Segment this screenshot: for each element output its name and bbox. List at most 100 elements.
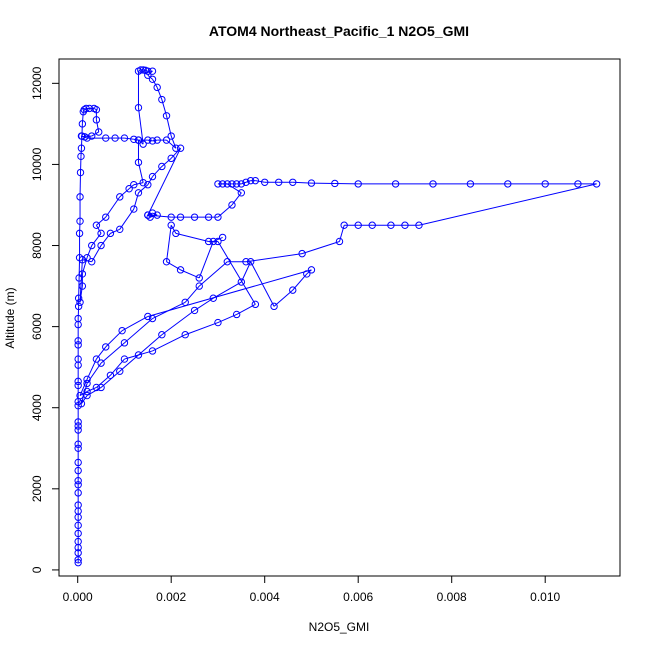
data-point [78,270,87,278]
series-line-segment [166,225,172,262]
data-point [74,537,82,546]
series-line-segment [213,281,242,299]
data-point [303,270,311,278]
series-line-segment [100,342,125,364]
series-line-segment [170,135,177,149]
data-point [148,67,157,75]
data-point [80,105,88,114]
data-point [218,233,227,242]
x-tick-label: 0.006 [343,590,373,604]
series-line-segment [152,139,158,142]
series-line-segment [166,139,177,149]
data-point [232,180,241,188]
data-point [214,180,222,188]
series-line-segment [124,318,153,344]
data-point [88,241,96,250]
data-point [354,180,362,188]
data-point [106,371,115,379]
series-line-segment [152,212,158,216]
series-line-segment [86,245,93,258]
data-point [77,399,86,408]
series-line-segment [133,138,139,141]
data-point [83,387,91,396]
y-tick-label: 10000 [30,147,44,181]
series-line-segment [156,87,163,100]
data-point [237,278,246,286]
series-line-segment [91,131,99,137]
data-point [218,180,227,188]
data-point [134,103,143,112]
data-point [120,355,129,363]
series-line-segment [124,137,134,140]
data-point [209,237,217,246]
data-point [331,179,339,188]
data-point [307,179,316,187]
data-point [102,213,110,221]
data-point [158,331,166,339]
series-line-segment [161,157,172,167]
data-point [78,256,87,264]
data-point [74,481,82,489]
series-line-segment [119,208,135,230]
series-line-segment [147,147,181,216]
series-line-segment [110,228,120,234]
data-point [130,135,138,143]
series-line-segment [86,386,97,392]
data-point [130,205,138,213]
data-point [214,318,222,327]
series-line-segment [119,188,130,198]
data-point [74,381,82,390]
y-tick-label: 4000 [30,394,44,421]
data-point [158,95,166,104]
data-point [74,466,82,475]
data-point [232,310,241,319]
data-point [251,300,260,309]
data-point [134,351,143,359]
data-point [74,337,82,345]
series-line-segment [175,232,209,242]
series-line-segment [147,214,172,218]
data-point [541,180,549,188]
series-line-segment [301,240,340,255]
series-line-segment [241,181,247,185]
data-point [74,355,82,363]
series-line-segment [95,119,100,133]
y-tick-label: 12000 [30,66,44,100]
data-point [167,154,175,163]
series-line-segment [105,196,121,218]
data-point [74,377,82,386]
data-point [78,282,87,290]
data-point [78,120,87,128]
series-line-segment [194,297,214,311]
data-point [504,180,512,188]
data-point [228,201,236,209]
data-point [83,253,91,262]
data-point [298,249,306,258]
series-line-segment [185,322,219,336]
data-point [148,75,157,83]
data-point [83,134,91,142]
data-point [134,189,143,197]
data-point [242,258,250,266]
data-point [97,359,105,367]
data-point [153,136,161,144]
x-tick-label: 0.002 [156,590,186,604]
data-point [74,477,82,485]
series-line-segment [245,253,303,263]
data-point [270,302,278,311]
data-point [144,136,152,144]
data-point [74,549,82,557]
series-layer [74,66,601,567]
data-point [190,306,199,315]
data-point [466,180,475,188]
x-axis: 0.000 0.002 0.004 0.006 0.008 0.010 [63,575,561,604]
data-point [74,418,82,426]
data-point [153,211,161,219]
data-point [92,383,101,392]
series-line-segment [100,233,111,246]
data-point [97,241,105,250]
data-point [139,140,147,148]
data-point [116,367,124,375]
data-point [190,213,199,221]
